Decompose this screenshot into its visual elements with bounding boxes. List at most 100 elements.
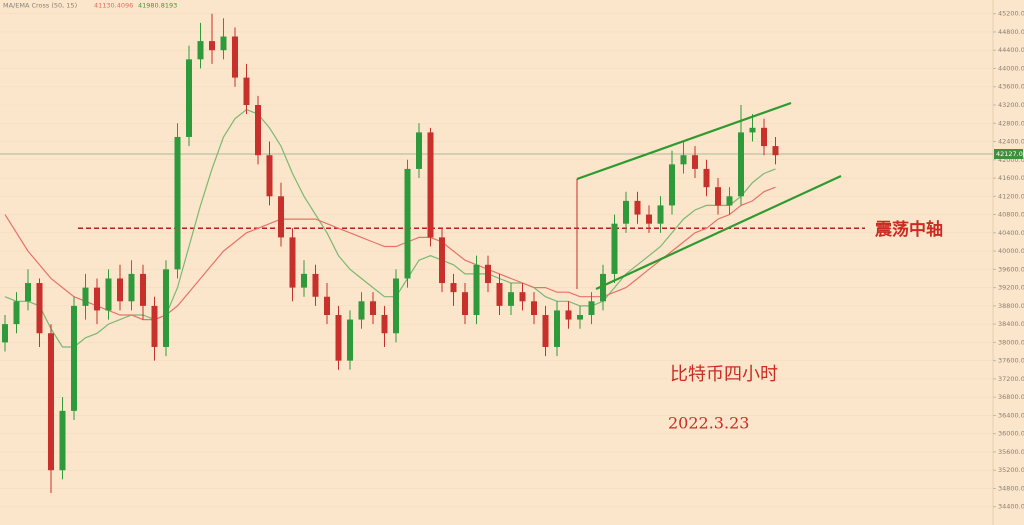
candle-body	[519, 292, 526, 302]
y-tick-label: 39200.00	[998, 284, 1024, 292]
y-tick-label: 42000.00	[998, 156, 1024, 164]
y-tick-label: 41200.00	[998, 192, 1024, 200]
candle-body	[542, 315, 549, 347]
candle-body	[128, 273, 135, 302]
candle-body	[381, 315, 388, 334]
candle-body	[25, 283, 31, 302]
y-tick-label: 40400.00	[998, 229, 1024, 237]
y-tick-label: 34800.00	[998, 484, 1024, 492]
candle-body	[473, 264, 480, 315]
indicator-line	[4, 186, 776, 321]
candle-body	[611, 223, 618, 274]
candle-body	[151, 305, 158, 347]
channel-line	[595, 175, 842, 290]
candle-body	[312, 273, 319, 297]
candle-body	[266, 155, 273, 197]
candle-body	[450, 283, 457, 293]
y-tick-label: 44400.00	[998, 46, 1024, 54]
candle-body	[220, 36, 227, 51]
candle-body	[600, 273, 606, 302]
candle-body	[577, 315, 583, 320]
candle-body	[427, 132, 434, 238]
annotation: 比特币四小时	[670, 364, 778, 385]
candle-body	[358, 301, 365, 320]
candle-body	[301, 273, 307, 288]
y-tick-label: 36800.00	[998, 393, 1024, 401]
candle-body	[393, 278, 399, 334]
candle-body	[738, 132, 744, 197]
indicator-bar	[0, 0, 150, 11]
y-tick-label: 43600.00	[998, 83, 1024, 91]
candle-body	[646, 214, 652, 224]
y-tick-label: 42800.00	[998, 119, 1024, 127]
candle-body	[565, 310, 572, 320]
candle-body	[623, 200, 629, 224]
candle-body	[634, 200, 641, 215]
y-tick-label: 38400.00	[998, 320, 1024, 328]
y-tick-label: 40800.00	[998, 211, 1024, 219]
y-tick-label: 38800.00	[998, 302, 1024, 310]
y-tick-label: 36400.00	[998, 411, 1024, 419]
candle-body	[335, 315, 342, 361]
y-tick-label: 37600.00	[998, 357, 1024, 365]
y-tick-label: 35600.00	[998, 448, 1024, 456]
y-tick-label: 41600.00	[998, 174, 1024, 182]
candle-body	[243, 77, 250, 105]
y-tick-label: 38000.00	[998, 338, 1024, 346]
candle-body	[485, 264, 491, 284]
candle-body	[278, 196, 284, 238]
y-tick-label: 44000.00	[998, 64, 1024, 72]
annotation: 2022.3.23	[668, 414, 749, 433]
y-tick-label: 34400.00	[998, 503, 1024, 511]
candle-body	[439, 237, 445, 284]
candle-body	[140, 273, 146, 306]
y-tick-label: 45200.00	[998, 10, 1024, 18]
y-tick-label: 36000.00	[998, 430, 1024, 438]
candle-body	[117, 278, 123, 302]
candle-body	[692, 155, 698, 169]
candle-body	[749, 127, 756, 133]
candle-body	[554, 310, 560, 347]
candle-body	[174, 136, 181, 270]
candle-body	[669, 164, 675, 206]
y-tick-label: 37200.00	[998, 375, 1024, 383]
candle-body	[680, 155, 687, 165]
candle-body	[36, 283, 43, 334]
candle-body	[71, 305, 77, 411]
candle-body	[289, 237, 296, 288]
candle-body	[657, 205, 664, 224]
candle-body	[232, 36, 238, 78]
y-tick-label: 44800.00	[998, 28, 1024, 36]
candle-body	[347, 319, 353, 361]
candle-body	[416, 132, 422, 169]
channel-line	[576, 101, 792, 181]
candle-body	[462, 292, 468, 315]
y-tick-label: 39600.00	[998, 265, 1024, 273]
y-tick-label: 43200.00	[998, 101, 1024, 109]
candle-body	[209, 41, 215, 51]
candle-body	[703, 168, 710, 188]
candle-body	[2, 324, 8, 343]
candle-body	[48, 333, 54, 471]
candle-body	[59, 410, 66, 471]
candle-body	[13, 301, 20, 325]
candle-body	[163, 269, 169, 347]
y-tick-label: 42400.00	[998, 138, 1024, 146]
indicator-value: 41980.8193	[138, 2, 177, 10]
axis-level-label: 震荡中轴	[874, 219, 943, 240]
candle-body	[186, 59, 192, 137]
candle-body	[496, 283, 503, 306]
candle-body	[772, 146, 779, 156]
y-tick-label: 35200.00	[998, 466, 1024, 474]
candle-body	[726, 196, 733, 206]
y-tick-label: 40000.00	[998, 247, 1024, 255]
candle-body	[105, 278, 112, 311]
candle-body	[94, 287, 100, 311]
current-price-box	[994, 148, 1023, 159]
candle-body	[761, 127, 767, 147]
candle-body	[404, 168, 411, 279]
candle-body	[324, 296, 330, 315]
candle-body	[508, 292, 514, 306]
candle-body	[531, 301, 537, 315]
